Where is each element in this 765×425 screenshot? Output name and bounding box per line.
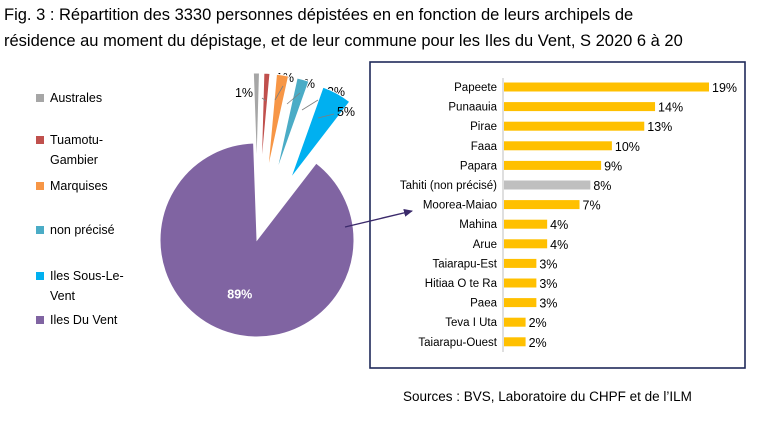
bar-chart: Papeete 19% Punaauia 14% Pirae 13% Faaa 10% Papa… [400,81,737,350]
bar-value-label: 9% [604,159,622,173]
bar-value-label: 3% [539,297,557,311]
bar-value-label: 4% [550,238,568,252]
pie-leader-line [317,113,335,119]
bar-category-label: Moorea-Maiao [423,200,497,212]
bar-category-label: Pirae [470,121,497,133]
legend-item-marquises: Marquises [36,176,108,196]
legend-item-australes: Australes [36,88,102,108]
bar-10 [504,278,537,288]
chart-title: Fig. 3 : Répartition des 3330 personnes … [4,2,759,54]
pie-label-tuamotu-gambier: 1% [276,71,294,85]
legend-swatch-tuamotu-gambier [36,136,44,144]
bar-chart-frame [369,61,746,369]
title-line-1: Fig. 3 : Répartition des 3330 personnes … [4,6,634,24]
title-line-2: résidence au moment du dépistage, et de … [4,32,683,50]
bar-value-label: 2% [529,316,547,330]
bar-value-label: 2% [529,336,547,350]
bar-4 [504,160,602,170]
bar-2 [504,121,645,131]
pie-label-non-precise: 2% [327,85,345,99]
legend-swatch-iles-sous-le-vent [36,272,44,280]
bar-8 [504,239,548,249]
bar-category-label: Papara [460,160,498,172]
connector-arrow [344,208,413,228]
bar-value-label: 10% [615,140,640,154]
bar-category-label: Paea [470,298,497,310]
bar-9 [504,258,537,268]
bar-5 [504,180,591,190]
pie-slice-iles-du-vent [159,142,355,338]
legend-swatch-australes [36,94,44,102]
bar-value-label: 13% [647,120,672,134]
legend-label-marquises: Marquises [50,179,108,193]
bar-12 [504,317,526,327]
legend-item-non-precise: non précisé [36,220,115,240]
bar-category-label: Hitiaa O te Ra [425,278,498,290]
pie-chart: 1%1% 2%2%5%89% [159,71,355,338]
pie-label-iles-sous-le-vent: 5% [337,105,355,119]
bar-category-label: Faaa [471,141,498,153]
bar-category-label: Arue [473,239,497,251]
bar-value-label: 4% [550,218,568,232]
legend-swatch-non-precise [36,226,44,234]
legend-item-tuamotu-gambier: Tuamotu-Gambier [36,130,116,170]
bar-category-label: Papeete [454,82,497,94]
bar-value-label: 8% [593,179,611,193]
bar-category-label: Punaauia [448,102,497,114]
bar-3 [504,141,612,151]
bar-category-label: Teva I Uta [445,317,497,329]
pie-slice-non-precise [275,77,310,173]
pie-slice-tuamotu-gambier [260,72,271,171]
bar-category-label: Taiarapu-Est [432,258,497,270]
pie-leader-line [261,97,267,102]
pie-slice-australes [252,72,260,171]
pie-leader-line [286,92,301,105]
bar-1 [504,102,656,112]
legend-swatch-marquises [36,182,44,190]
pie-leader-line [301,99,319,111]
pie-label-marquises: 2% [297,77,315,91]
bar-13 [504,337,526,347]
bar-value-label: 19% [712,81,737,95]
bar-category-label: Mahina [459,219,497,231]
legend-label-tuamotu-gambier: Tuamotu-Gambier [50,133,104,167]
legend-label-non-precise: non précisé [50,223,115,237]
bar-category-label: Tahiti (non précisé) [400,180,497,192]
pie-slice-marquises [267,73,290,171]
bar-value-label: 14% [658,101,683,115]
legend-swatch-iles-du-vent [36,316,44,324]
bar-0 [504,82,709,92]
bar-value-label: 3% [539,257,557,271]
pie-label-australes: 1% [235,86,253,100]
source-note: Sources : BVS, Laboratoire du CHPF et de… [403,389,692,404]
pie-leader-line [274,85,284,101]
bar-11 [504,298,537,308]
pie-slice-iles-sous-le-vent [290,86,351,179]
bar-value-label: 3% [539,277,557,291]
pie-label-iles-du-vent: 89% [227,288,252,302]
legend-item-iles-sous-le-vent: Iles Sous-Le-Vent [36,266,132,306]
bar-6 [504,200,580,210]
bar-7 [504,219,548,229]
legend-label-iles-du-vent: Iles Du Vent [50,313,118,327]
legend-label-australes: Australes [50,91,103,105]
bar-category-label: Taiarapu-Ouest [418,337,497,349]
legend-label-iles-sous-le-vent: Iles Sous-Le-Vent [50,269,124,303]
legend-item-iles-du-vent: Iles Du Vent [36,310,117,330]
bar-value-label: 7% [583,199,601,213]
